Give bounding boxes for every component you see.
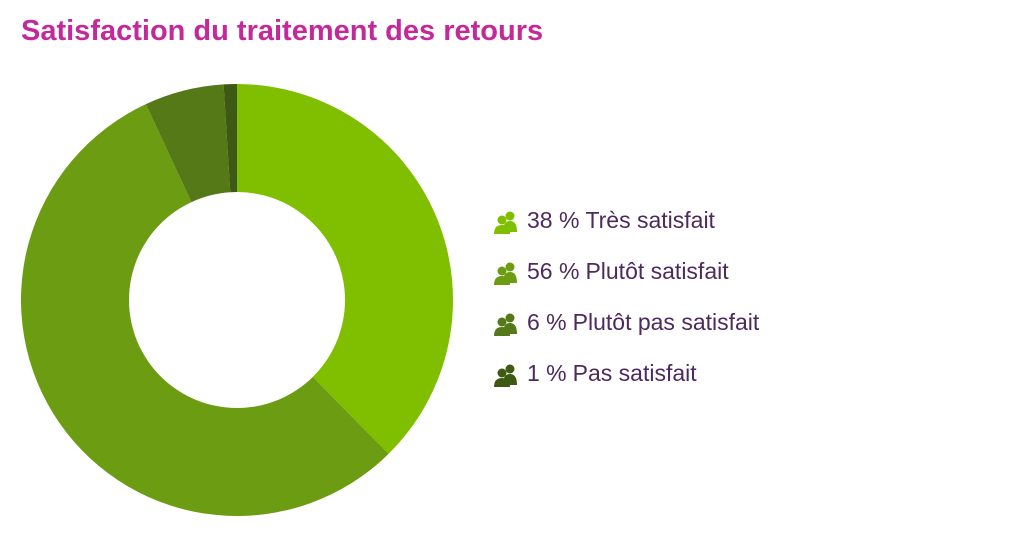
legend-label: Pas satisfait (573, 360, 698, 386)
icon-head (497, 317, 507, 327)
icon-head (505, 262, 515, 272)
icon-head (497, 215, 507, 225)
legend-label: Très satisfait (585, 207, 715, 233)
legend-entry: 56 % Plutôt satisfait (527, 258, 729, 284)
donut-slice (223, 84, 237, 193)
legend-icon (494, 211, 517, 234)
icon-body (494, 225, 510, 234)
icon-head (505, 211, 515, 221)
donut-slice (237, 84, 453, 454)
icon-head (505, 364, 515, 374)
legend-value: 6 % (527, 309, 567, 335)
legend-entry: 1 % Pas satisfait (527, 360, 697, 386)
legend-label: Plutôt satisfait (585, 258, 729, 284)
chart-title: Satisfaction du traitement des retours (21, 15, 543, 47)
icon-body (494, 327, 510, 336)
icon-body (494, 276, 510, 285)
legend-icon (494, 364, 517, 387)
donut-slice (145, 84, 231, 203)
legend-icon (494, 262, 517, 285)
icon-body (494, 378, 510, 387)
donut-slice (20, 104, 389, 516)
legend-value: 1 % (527, 360, 567, 386)
icon-head (497, 368, 507, 378)
legend-entry: 38 % Très satisfait (527, 207, 716, 233)
legend-entry: 6 % Plutôt pas satisfait (527, 309, 760, 335)
legend-value: 38 % (527, 207, 579, 233)
legend-icon (494, 313, 517, 336)
legend-label: Plutôt pas satisfait (573, 309, 760, 335)
legend-value: 56 % (527, 258, 579, 284)
icon-head (497, 266, 507, 276)
icon-head (505, 313, 515, 323)
